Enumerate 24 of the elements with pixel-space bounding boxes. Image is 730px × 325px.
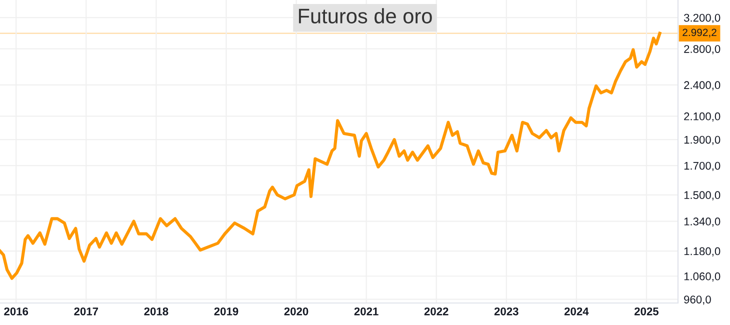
y-tick-label: 960,0 xyxy=(684,296,711,305)
x-tick-label: 2021 xyxy=(354,307,378,316)
ref-line-label: 2.992,2 xyxy=(682,28,716,38)
line-series xyxy=(0,32,662,280)
x-tick-label: 2018 xyxy=(144,307,168,316)
x-tick-label: 2019 xyxy=(214,307,238,316)
x-tick-label: 2025 xyxy=(634,307,659,316)
y-tick-label: 1.060,0 xyxy=(684,272,720,282)
x-tick-label: 2024 xyxy=(564,307,589,316)
y-tick-label: 1.900,0 xyxy=(684,136,720,146)
y-tick-label: 1.340,0 xyxy=(684,218,720,227)
y-tick-label: 1.180,0 xyxy=(684,247,720,256)
x-tick-label: 2022 xyxy=(424,307,448,316)
y-tick-label: 1.700,0 xyxy=(684,162,720,172)
y-tick-label: 3.200,0 xyxy=(684,14,720,24)
y-tick-label: 2.400,0 xyxy=(684,81,720,90)
x-tick-label: 2016 xyxy=(4,307,28,316)
chart-title: Futuros de oro xyxy=(298,8,432,24)
y-tick-label: 1.500,0 xyxy=(684,191,720,200)
y-tick-label: 2.800,0 xyxy=(684,45,720,54)
x-tick-label: 2017 xyxy=(74,307,98,316)
x-tick-label: 2023 xyxy=(494,307,518,316)
y-tick-label: 2.100,0 xyxy=(684,112,720,122)
x-tick-label: 2020 xyxy=(284,307,308,316)
